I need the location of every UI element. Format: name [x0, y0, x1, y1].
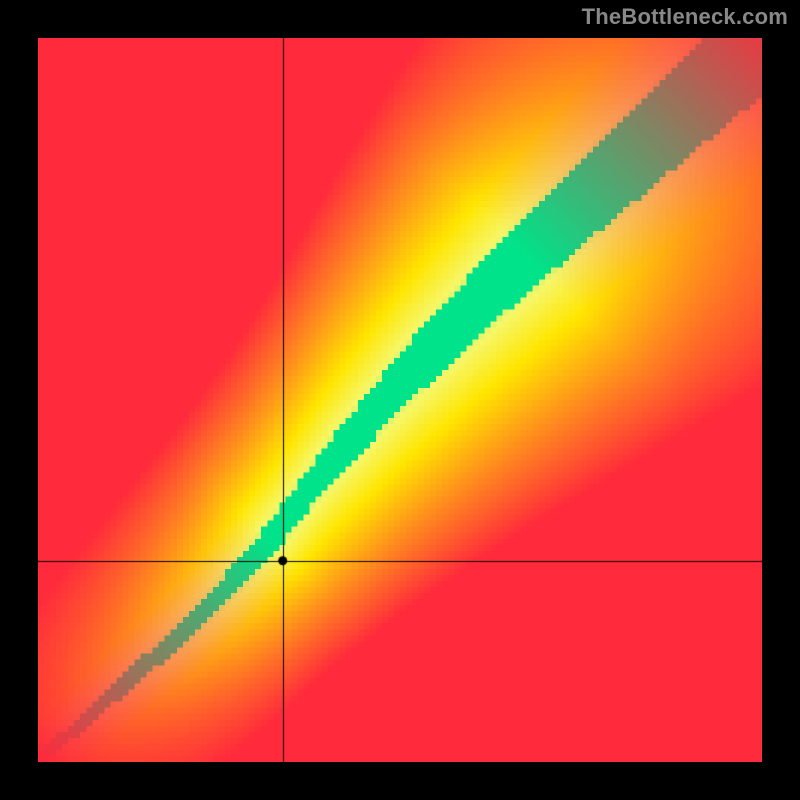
- bottleneck-heatmap: [38, 38, 762, 762]
- watermark-text: TheBottleneck.com: [582, 4, 788, 30]
- chart-container: { "watermark": { "text": "TheBottleneck.…: [0, 0, 800, 800]
